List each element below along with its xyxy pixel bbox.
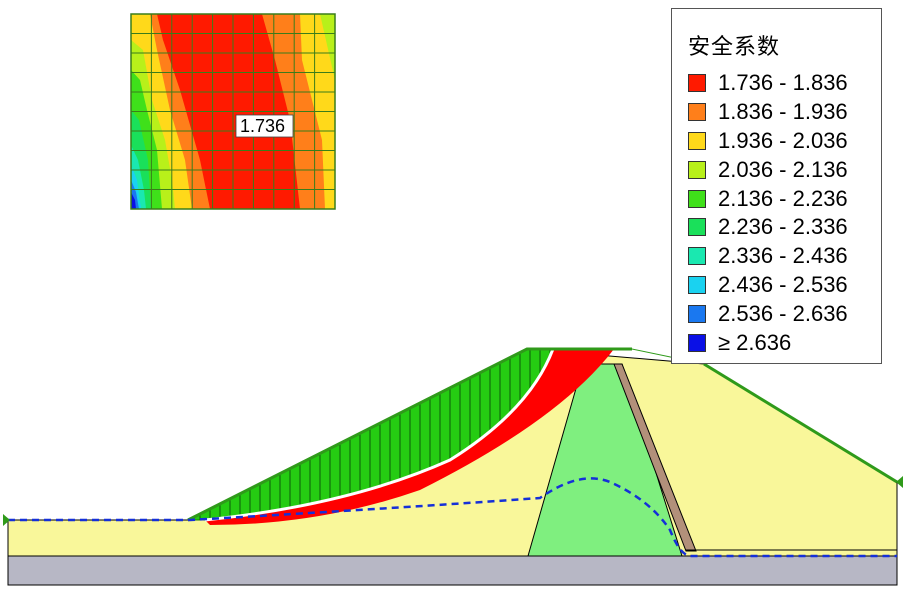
legend-swatch [688,218,706,237]
downstream-slope-outline [703,362,898,484]
legend-item: 2.236 - 2.336 [688,213,848,242]
inset-contour-green-corner [320,14,335,80]
upstream-slope-outline [187,347,632,522]
right-water-marker-icon [896,476,903,488]
legend-range-label: 2.236 - 2.336 [718,214,848,240]
legend-range-label: 1.936 - 2.036 [718,127,848,153]
legend-item: 1.936 - 2.036 [688,127,848,156]
legend-swatch [688,74,706,93]
legend-swatch [688,160,706,179]
legend-swatch [688,103,706,122]
legend-item: 2.336 - 2.436 [688,242,848,271]
legend-item: 1.836 - 1.936 [688,98,848,127]
critical-slip-band [205,349,614,525]
legend-swatch [688,131,706,150]
legend-range-label: 2.036 - 2.136 [718,156,848,182]
legend-range-label: 2.336 - 2.436 [718,243,848,269]
legend-range-label: ≥ 2.636 [718,329,792,355]
slip-surface-line [204,348,555,522]
left-water-marker-icon [3,514,10,526]
safety-factor-legend: 安全系数 1.736 - 1.836 1.836 - 1.936 1.936 - 2… [671,8,882,364]
safety-factor-grid-inset[interactable]: 1.736 [130,13,336,210]
legend-swatch [688,304,706,323]
clay-core [527,363,683,557]
legend-swatch [688,333,706,352]
legend-range-label: 1.836 - 1.936 [718,99,848,125]
legend-range-label: 1.736 - 1.836 [718,70,848,96]
legend-title: 安全系数 [688,35,781,60]
min-fs-label-box [235,114,294,138]
inset-contour-darkblue-left [131,192,136,209]
legend-item: ≥ 2.636 [688,328,848,357]
legend-list: 1.736 - 1.836 1.836 - 1.936 1.936 - 2.036 2… [688,69,848,357]
legend-item: 1.736 - 1.836 [688,69,848,98]
legend-item: 2.536 - 2.636 [688,299,848,328]
legend-item: 2.436 - 2.536 [688,271,848,300]
legend-range-label: 2.136 - 2.236 [718,185,848,211]
legend-range-label: 2.536 - 2.636 [718,300,848,326]
inset-frame [130,13,336,210]
legend-item: 2.136 - 2.236 [688,184,848,213]
foundation-layer [7,555,898,586]
legend-swatch [688,189,706,208]
legend-item: 2.036 - 2.136 [688,155,848,184]
min-fs-label: 1.736 [240,116,285,136]
filter-strip [613,363,697,552]
legend-swatch [688,275,706,294]
water-table-line [8,477,897,558]
legend-swatch [688,247,706,266]
inset-grid-lines [131,14,335,209]
legend-range-label: 2.436 - 2.536 [718,271,848,297]
